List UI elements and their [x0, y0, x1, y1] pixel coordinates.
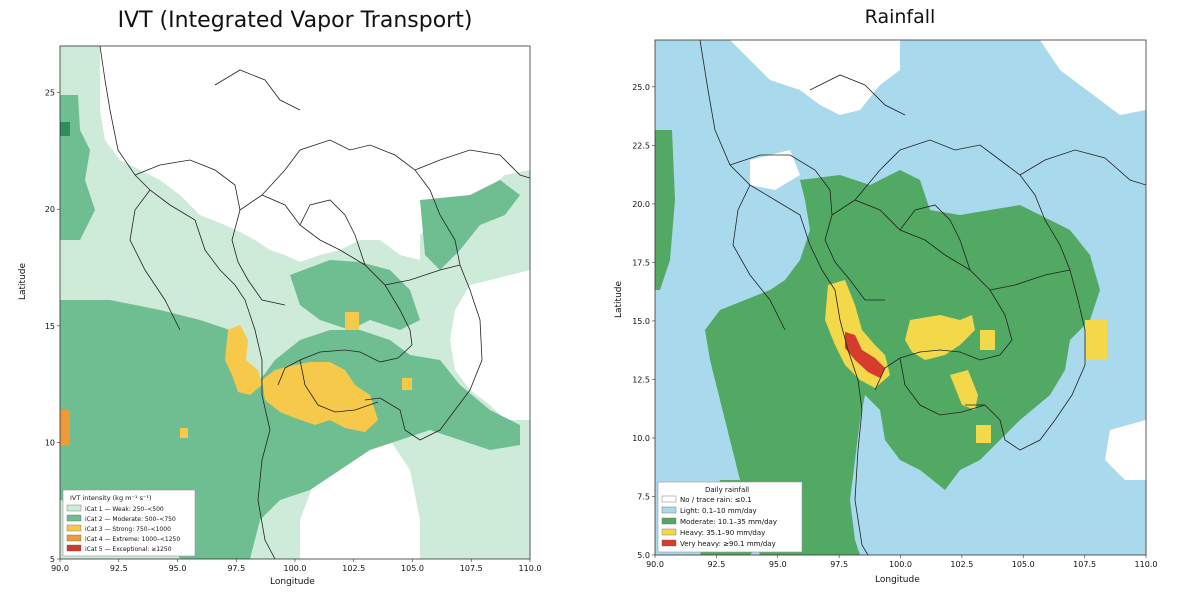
rainfall-legend-swatch	[661, 539, 677, 547]
ivt-nodata-east	[450, 270, 530, 420]
rainfall-legend-label: Very heavy: ≥90.1 mm/day	[680, 540, 776, 548]
ivt-legend-swatch	[66, 534, 82, 542]
rainfall-y-axis-label: Latitude	[614, 280, 624, 318]
rainfall-legend-label: Moderate: 10.1–35 mm/day	[680, 518, 777, 526]
rainfall-y-tick-label: 5.0	[637, 551, 650, 560]
ivt-x-tick-label: 100.0	[284, 564, 307, 573]
rainfall-x-tick-label: 90.0	[646, 560, 664, 569]
ivt-moderate-east	[420, 180, 520, 270]
rainfall-x-tick-label: 107.5	[1073, 560, 1096, 569]
rain-very-heavy	[845, 332, 885, 378]
rain-moderate-main	[705, 170, 1100, 555]
ivt-strong-core	[262, 362, 378, 432]
rainfall-legend-label: Heavy: 35.1–90 mm/day	[680, 529, 765, 537]
ivt-legend-label: iCat 1 — Weak: 250–<500	[85, 506, 164, 513]
rainfall-x-tick-label: 95.0	[769, 560, 787, 569]
ivt-x-tick-label: 97.5	[227, 564, 245, 573]
ivt-x-tick-label: 90.0	[51, 564, 69, 573]
rainfall-y-tick-label: 7.5	[637, 492, 650, 501]
ivt-x-tick-label: 95.0	[169, 564, 187, 573]
rainfall-legend-title: Daily rainfall	[705, 486, 749, 494]
ivt-x-axis-label: Longitude	[270, 577, 315, 587]
ivt-x-ticks: 90.0 92.5 95.0 97.5 100.0 102.5 105.0 107.5 110.…	[51, 559, 541, 573]
rainfall-x-axis-label: Longitude	[875, 575, 920, 585]
rainfall-x-tick-label: 92.5	[707, 560, 725, 569]
rain-none-mid	[750, 150, 800, 190]
ivt-legend-title: IVT intensity (kg m⁻¹ s⁻¹)	[70, 494, 152, 502]
ivt-y-tick-label: 5	[50, 555, 55, 564]
rainfall-legend-label: No / trace rain: ≤0.1	[680, 496, 752, 504]
rainfall-legend-swatch	[661, 528, 677, 536]
rain-moderate-west	[655, 130, 675, 290]
ivt-x-tick-label: 92.5	[110, 564, 128, 573]
ivt-x-tick-label: 110.0	[519, 564, 542, 573]
rainfall-x-tick-label: 100.0	[889, 560, 912, 569]
rainfall-y-ticks: 5.0 7.5 10.0 12.5 15.0 17.5 20.0 22.5 25.0	[632, 83, 655, 560]
rain-none-ne	[1040, 40, 1146, 115]
rainfall-x-tick-label: 105.0	[1012, 560, 1035, 569]
rainfall-y-tick-label: 10.0	[632, 434, 650, 443]
ivt-legend-swatch	[66, 514, 82, 522]
ivt-legend: IVT intensity (kg m⁻¹ s⁻¹) iCat 1 — Weak…	[62, 489, 196, 557]
rainfall-legend-swatch	[661, 506, 677, 514]
rainfall-y-tick-label: 12.5	[632, 375, 650, 384]
rain-heavy-east	[905, 315, 975, 360]
ivt-map-title: IVT (Integrated Vapor Transport)	[117, 8, 473, 33]
ivt-legend-label: iCat 5 — Exceptional: ≥1250	[85, 546, 172, 553]
ivt-strong-west	[225, 325, 262, 395]
rainfall-y-tick-label: 17.5	[632, 258, 650, 267]
rainfall-y-tick-label: 22.5	[632, 141, 650, 150]
rainfall-legend-label: Light: 0.1–10 mm/day	[680, 507, 757, 515]
rainfall-legend: Daily rainfall No / trace rain: ≤0.1 Ligh…	[657, 481, 803, 553]
ivt-legend-swatch	[66, 524, 82, 532]
ivt-x-tick-label: 107.5	[460, 564, 483, 573]
rainfall-y-tick-label: 20.0	[632, 200, 650, 209]
rainfall-y-tick-label: 15.0	[632, 317, 650, 326]
ivt-y-axis-label: Latitude	[18, 262, 28, 300]
rainfall-x-tick-label: 102.5	[950, 560, 973, 569]
ivt-moderate-center	[290, 260, 420, 330]
ivt-x-tick-label: 102.5	[342, 564, 365, 573]
rainfall-map: 90.0 92.5 95.0 97.5 100.0 102.5 105.0 107.5 110.…	[632, 39, 1157, 569]
rainfall-x-tick-label: 97.5	[830, 560, 848, 569]
rainfall-x-ticks: 90.0 92.5 95.0 97.5 100.0 102.5 105.0 107.5 110.…	[646, 555, 1157, 569]
ivt-legend-swatch	[66, 504, 82, 512]
rainfall-legend-swatch	[661, 517, 677, 525]
ivt-map: 90.0 92.5 95.0 97.5 100.0 102.5 105.0 107.5 110.…	[45, 45, 541, 573]
ivt-y-tick-label: 25	[45, 89, 55, 98]
rainfall-y-tick-label: 25.0	[632, 83, 650, 92]
ivt-x-tick-label: 105.0	[401, 564, 424, 573]
ivt-y-tick-label: 20	[45, 205, 55, 214]
rainfall-x-tick-label: 110.0	[1135, 560, 1158, 569]
rain-none-north	[730, 40, 900, 115]
ivt-legend-label: iCat 3 — Strong: 750–<1000	[85, 526, 171, 533]
ivt-y-tick-label: 10	[45, 438, 55, 447]
ivt-legend-label: iCat 4 — Extreme: 1000–<1250	[85, 536, 180, 543]
rain-heavy-se	[950, 370, 978, 410]
ivt-legend-label: iCat 2 — Moderate: 500–<750	[85, 516, 176, 523]
ivt-y-tick-label: 15	[45, 322, 55, 331]
rain-none-se	[1105, 420, 1146, 480]
rainfall-map-title: Rainfall	[864, 6, 936, 28]
rainfall-legend-swatch	[661, 495, 677, 503]
ivt-legend-swatch	[66, 544, 82, 552]
ivt-y-ticks: 5 10 15 20 25	[45, 89, 60, 564]
